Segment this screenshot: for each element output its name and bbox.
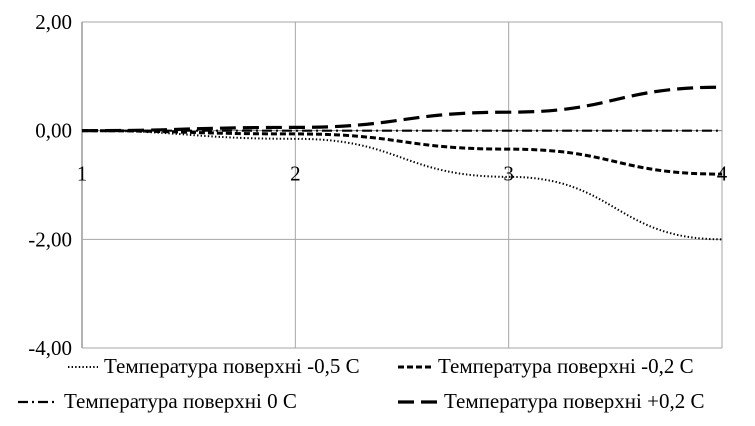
tick-labels: 1 2 3 4 2,00 0,00 -2,00 -4,00: [28, 10, 728, 360]
y-tick-label: 2,00: [35, 10, 72, 34]
legend-label-2: Температура поверхні -0,2 С: [438, 354, 694, 378]
gridlines: [81, 21, 723, 349]
legend-label-3: Температура поверхні 0 С: [64, 389, 297, 413]
x-tick-label: 3: [503, 162, 514, 186]
y-tick-label: 0,00: [35, 119, 72, 143]
series-line-1: [81, 129, 723, 241]
series-line-2: [81, 129, 723, 176]
x-tick-label: 2: [290, 162, 301, 186]
y-tick-label: -4,00: [28, 336, 72, 360]
y-tick-label: -2,00: [28, 227, 72, 251]
series-lines: [81, 85, 723, 241]
legend-label-4: Температура поверхні +0,2 С: [444, 389, 704, 413]
x-tick-label: 1: [77, 162, 88, 186]
legend: Температура поверхні -0,5 С Температура п…: [18, 354, 704, 413]
x-tick-label: 4: [717, 162, 728, 186]
legend-label-1: Температура поверхні -0,5 С: [104, 354, 360, 378]
series-line-4: [81, 85, 723, 133]
